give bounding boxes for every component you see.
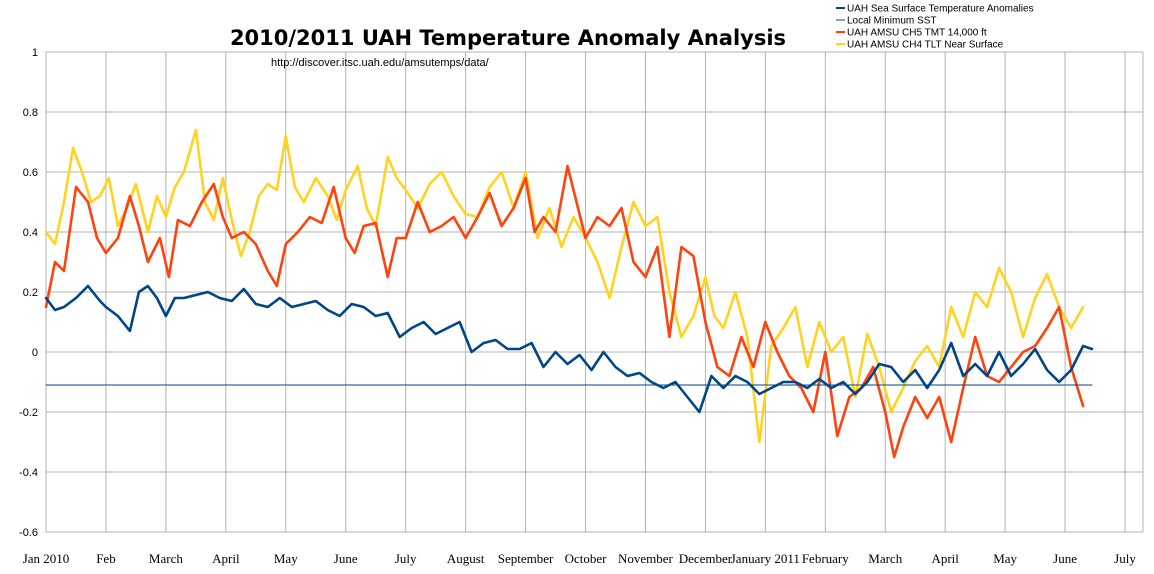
y-tick-label: -0.2 bbox=[19, 407, 38, 419]
x-tick-label: October bbox=[565, 551, 608, 566]
x-tick-label: April bbox=[212, 551, 240, 566]
x-tick-label: April bbox=[931, 551, 959, 566]
y-axis-ticks: 1 0.8 0.6 0.4 0.2 0 -0.2 -0.4 -0.6 bbox=[19, 47, 38, 539]
y-tick-label: -0.6 bbox=[19, 527, 38, 539]
series-line-uah-amsu-ch5-tmt-14-000-ft bbox=[44, 164, 1085, 459]
x-tick-label: May bbox=[274, 551, 298, 566]
x-tick-label: December bbox=[679, 551, 733, 566]
x-tick-label: August bbox=[447, 551, 485, 566]
y-tick-label: 0.2 bbox=[23, 287, 38, 299]
x-axis-ticks: Jan 2010 Feb March April May June July August Se… bbox=[23, 551, 1137, 566]
y-tick-label: 0.8 bbox=[23, 107, 38, 119]
legend-entry: Local Minimum SST bbox=[847, 16, 936, 27]
legend-entry: UAH AMSU CH4 TLT Near Surface bbox=[847, 40, 1004, 51]
gridlines bbox=[45, 51, 1144, 533]
x-tick-label: June bbox=[334, 551, 358, 566]
x-tick-label: January 2011 bbox=[731, 551, 800, 566]
x-tick-label: Feb bbox=[96, 551, 116, 566]
y-tick-label: 0.6 bbox=[23, 167, 38, 179]
x-tick-label: February bbox=[802, 551, 849, 566]
chart-subtitle: http://discover.itsc.uah.edu/amsutemps/d… bbox=[271, 57, 490, 69]
x-tick-label: June bbox=[1053, 551, 1077, 566]
x-tick-label: March bbox=[149, 551, 183, 566]
x-tick-label: November bbox=[618, 551, 674, 566]
x-tick-label: March bbox=[868, 551, 902, 566]
y-tick-label: 1 bbox=[32, 47, 38, 59]
legend-entry: UAH Sea Surface Temperature Anomalies bbox=[847, 4, 1034, 15]
x-tick-label: Jan 2010 bbox=[23, 551, 70, 566]
legend-entry: UAH AMSU CH5 TMT 14,000 ft bbox=[847, 28, 987, 39]
series-line-uah-sea-surface-temperature-anomalies bbox=[44, 284, 1094, 414]
x-tick-label: July bbox=[1114, 551, 1136, 566]
chart-title: 2010/2011 UAH Temperature Anomaly Analys… bbox=[230, 26, 786, 50]
y-tick-label: 0.4 bbox=[23, 227, 38, 239]
x-tick-label: September bbox=[498, 551, 554, 566]
legend: UAH Sea Surface Temperature AnomaliesLoc… bbox=[836, 4, 1034, 51]
x-tick-label: July bbox=[395, 551, 417, 566]
y-tick-label: -0.4 bbox=[19, 467, 38, 479]
x-tick-label: May bbox=[993, 551, 1017, 566]
series-lines bbox=[44, 128, 1094, 459]
y-tick-label: 0 bbox=[32, 347, 38, 359]
